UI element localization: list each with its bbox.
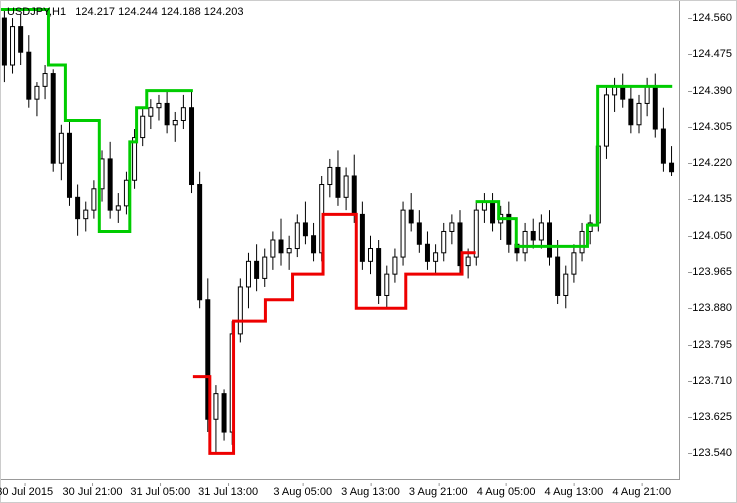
x-tick-label: 4 Aug 21:00 xyxy=(612,486,671,498)
x-tick-label: 4 Aug 13:00 xyxy=(545,486,604,498)
y-tick-label: 123.540 xyxy=(692,447,736,459)
y-tick-label: 124.560 xyxy=(692,12,736,24)
y-tick-label: 124.305 xyxy=(692,121,736,133)
chart-symbol: USDJPY,H1 xyxy=(7,6,66,18)
y-tick-label: 123.795 xyxy=(692,339,736,351)
y-tick-label: 124.475 xyxy=(692,48,736,60)
x-tick-label: 30 Jul 21:00 xyxy=(63,486,123,498)
y-tick-label: 123.880 xyxy=(692,302,736,314)
x-tick-label: 4 Aug 05:00 xyxy=(477,486,536,498)
chart-svg xyxy=(1,1,679,479)
x-tick-label: 3 Aug 05:00 xyxy=(273,486,332,498)
y-tick-label: 124.220 xyxy=(692,157,736,169)
y-axis: 124.560 124.475 124.390 124.305 124.220 124.1… xyxy=(679,1,736,479)
x-tick-label: 3 Aug 21:00 xyxy=(409,486,468,498)
y-tick-label: 124.050 xyxy=(692,230,736,242)
chart-low: 124.188 xyxy=(161,6,201,18)
y-tick-label: 123.710 xyxy=(692,375,736,387)
y-tick-label: 124.390 xyxy=(692,85,736,97)
x-tick-label: 30 Jul 2015 xyxy=(0,486,53,498)
y-tick-label: 124.135 xyxy=(692,193,736,205)
x-axis: 30 Jul 2015 30 Jul 21:00 31 Jul 05:00 31 Ju… xyxy=(1,478,679,502)
x-tick-label: 31 Jul 05:00 xyxy=(130,486,190,498)
chart-open: 124.217 xyxy=(75,6,115,18)
y-tick-label: 123.625 xyxy=(692,411,736,423)
chart-high: 124.244 xyxy=(118,6,158,18)
chart-container: USDJPY,H1 124.217 124.244 124.188 124.20… xyxy=(0,0,737,503)
x-tick-label: 3 Aug 13:00 xyxy=(341,486,400,498)
chart-close: 124.203 xyxy=(204,6,244,18)
chart-plot-area[interactable] xyxy=(1,1,680,480)
chart-title: USDJPY,H1 124.217 124.244 124.188 124.20… xyxy=(7,6,244,18)
x-tick-label: 31 Jul 13:00 xyxy=(198,486,258,498)
y-tick-label: 123.965 xyxy=(692,266,736,278)
